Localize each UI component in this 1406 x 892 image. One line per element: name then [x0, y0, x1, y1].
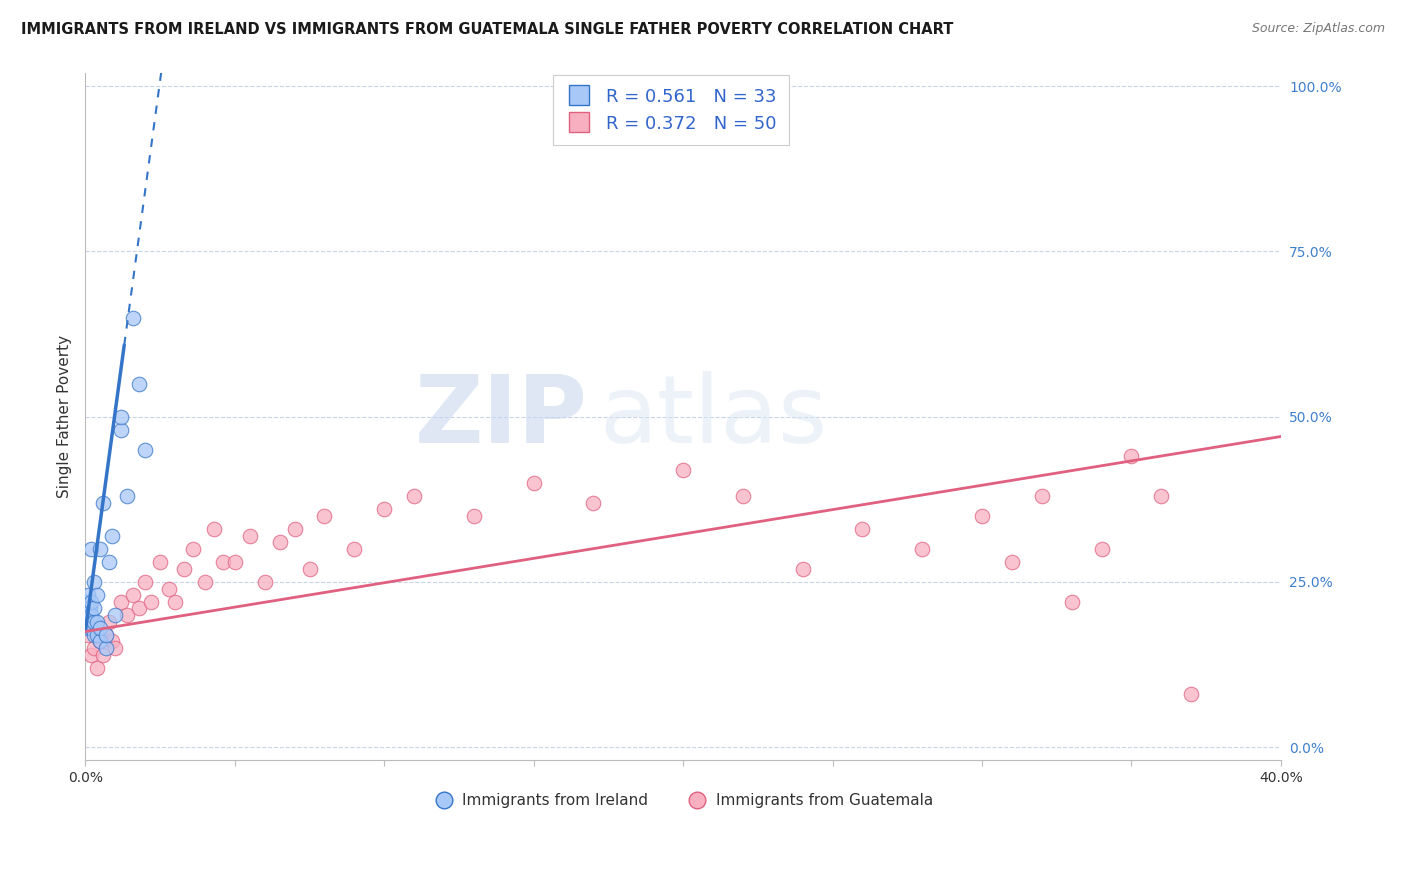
Point	[77, 607, 100, 622]
Point	[104, 640, 127, 655]
Point	[173, 562, 195, 576]
Point	[284, 522, 307, 536]
Point	[110, 595, 132, 609]
Legend: Immigrants from Ireland, Immigrants from Guatemala: Immigrants from Ireland, Immigrants from…	[427, 788, 939, 814]
Point	[86, 628, 108, 642]
Point	[911, 541, 934, 556]
Point	[253, 574, 276, 589]
Point	[110, 409, 132, 424]
Point	[115, 607, 138, 622]
Point	[86, 661, 108, 675]
Point	[76, 595, 98, 609]
Point	[404, 489, 426, 503]
Point	[91, 495, 114, 509]
Point	[269, 535, 291, 549]
Point	[134, 442, 156, 457]
Point	[96, 628, 118, 642]
Point	[343, 541, 366, 556]
Point	[77, 628, 100, 642]
Point	[80, 648, 103, 662]
Point	[1150, 489, 1173, 503]
Point	[792, 562, 814, 576]
Point	[80, 607, 103, 622]
Point	[76, 601, 98, 615]
Text: Source: ZipAtlas.com: Source: ZipAtlas.com	[1251, 22, 1385, 36]
Point	[582, 495, 605, 509]
Point	[672, 462, 695, 476]
Point	[80, 541, 103, 556]
Point	[101, 529, 124, 543]
Point	[86, 588, 108, 602]
Point	[239, 529, 262, 543]
Point	[202, 522, 225, 536]
Point	[314, 508, 336, 523]
Point	[89, 621, 111, 635]
Point	[77, 588, 100, 602]
Point	[212, 555, 235, 569]
Point	[181, 541, 204, 556]
Point	[298, 562, 321, 576]
Point	[523, 475, 546, 490]
Point	[96, 628, 118, 642]
Point	[80, 621, 103, 635]
Point	[91, 648, 114, 662]
Point	[86, 615, 108, 629]
Y-axis label: Single Father Poverty: Single Father Poverty	[58, 335, 72, 499]
Point	[122, 310, 145, 325]
Point	[89, 634, 111, 648]
Text: ZIP: ZIP	[415, 371, 588, 463]
Point	[83, 574, 105, 589]
Point	[83, 628, 105, 642]
Point	[80, 595, 103, 609]
Point	[224, 555, 246, 569]
Text: IMMIGRANTS FROM IRELAND VS IMMIGRANTS FROM GUATEMALA SINGLE FATHER POVERTY CORRE: IMMIGRANTS FROM IRELAND VS IMMIGRANTS FR…	[21, 22, 953, 37]
Point	[96, 640, 118, 655]
Point	[122, 588, 145, 602]
Point	[98, 555, 121, 569]
Point	[115, 489, 138, 503]
Point	[1121, 450, 1143, 464]
Point	[128, 376, 150, 391]
Point	[76, 615, 98, 629]
Text: atlas: atlas	[599, 371, 828, 463]
Point	[194, 574, 217, 589]
Point	[1060, 595, 1083, 609]
Point	[1090, 541, 1112, 556]
Point	[89, 634, 111, 648]
Point	[731, 489, 754, 503]
Point	[1001, 555, 1024, 569]
Point	[373, 502, 395, 516]
Point	[83, 615, 105, 629]
Point	[851, 522, 873, 536]
Point	[128, 601, 150, 615]
Point	[163, 595, 186, 609]
Point	[134, 574, 156, 589]
Point	[1031, 489, 1053, 503]
Point	[149, 555, 172, 569]
Point	[110, 423, 132, 437]
Point	[79, 601, 101, 615]
Point	[157, 582, 180, 596]
Point	[98, 615, 121, 629]
Point	[139, 595, 162, 609]
Point	[77, 621, 100, 635]
Point	[1180, 687, 1202, 701]
Point	[101, 634, 124, 648]
Point	[89, 541, 111, 556]
Point	[104, 607, 127, 622]
Point	[83, 640, 105, 655]
Point	[463, 508, 485, 523]
Point	[83, 601, 105, 615]
Point	[970, 508, 993, 523]
